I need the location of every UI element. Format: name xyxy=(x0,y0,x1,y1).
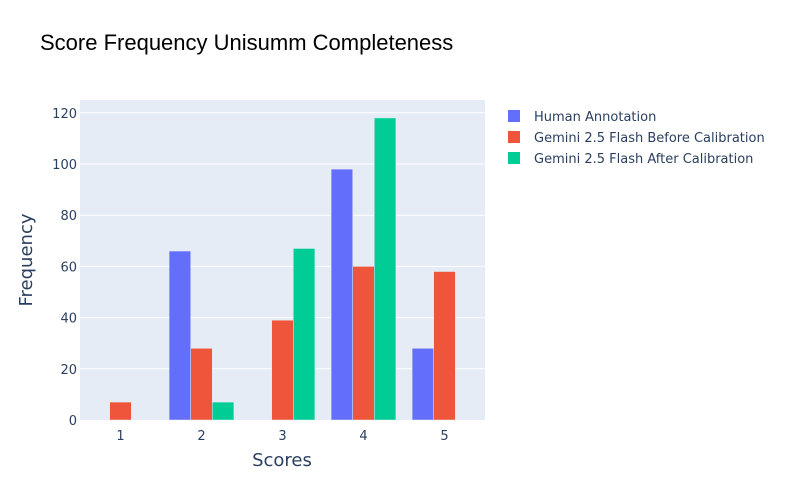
x-tick-label: 3 xyxy=(278,429,286,444)
bar[interactable] xyxy=(212,401,235,421)
bar[interactable] xyxy=(168,250,191,421)
legend-label[interactable]: Gemini 2.5 Flash After Calibration xyxy=(534,152,753,167)
bars xyxy=(109,117,456,421)
y-tick-label: 80 xyxy=(60,209,77,224)
chart-title: Score Frequency Unisumm Completeness xyxy=(40,30,453,55)
x-tick-label: 2 xyxy=(197,429,205,444)
x-tick-label: 5 xyxy=(440,429,448,444)
y-tick-label: 60 xyxy=(60,260,77,275)
bar[interactable] xyxy=(293,248,316,421)
legend-swatch[interactable] xyxy=(508,152,520,164)
bar[interactable] xyxy=(352,266,375,421)
bar[interactable] xyxy=(411,348,434,421)
legend-swatch[interactable] xyxy=(508,110,520,122)
y-tick-label: 120 xyxy=(52,107,77,122)
bar[interactable] xyxy=(433,271,456,421)
legend-swatch[interactable] xyxy=(508,131,520,143)
grid xyxy=(80,112,485,370)
y-tick-label: 0 xyxy=(69,414,77,429)
x-axis-title: Scores xyxy=(252,450,312,471)
x-tick-label: 4 xyxy=(359,429,367,444)
bar[interactable] xyxy=(190,348,213,421)
bar[interactable] xyxy=(271,319,294,421)
legend-label[interactable]: Gemini 2.5 Flash Before Calibration xyxy=(534,131,765,146)
y-axis-title: Frequency xyxy=(16,213,37,306)
legend[interactable]: Human Annotation Gemini 2.5 Flash Before … xyxy=(508,110,765,167)
y-tick-label: 40 xyxy=(60,312,77,327)
bar[interactable] xyxy=(330,168,353,421)
y-tick-label: 100 xyxy=(52,158,77,173)
y-tick-label: 20 xyxy=(60,363,77,378)
x-tick-labels: 1 2 3 4 5 xyxy=(116,429,448,444)
x-tick-label: 1 xyxy=(116,429,124,444)
legend-label[interactable]: Human Annotation xyxy=(534,110,656,125)
y-tick-labels: 0 20 40 60 80 100 120 xyxy=(52,107,77,429)
bar[interactable] xyxy=(109,401,132,421)
bar[interactable] xyxy=(374,117,397,421)
